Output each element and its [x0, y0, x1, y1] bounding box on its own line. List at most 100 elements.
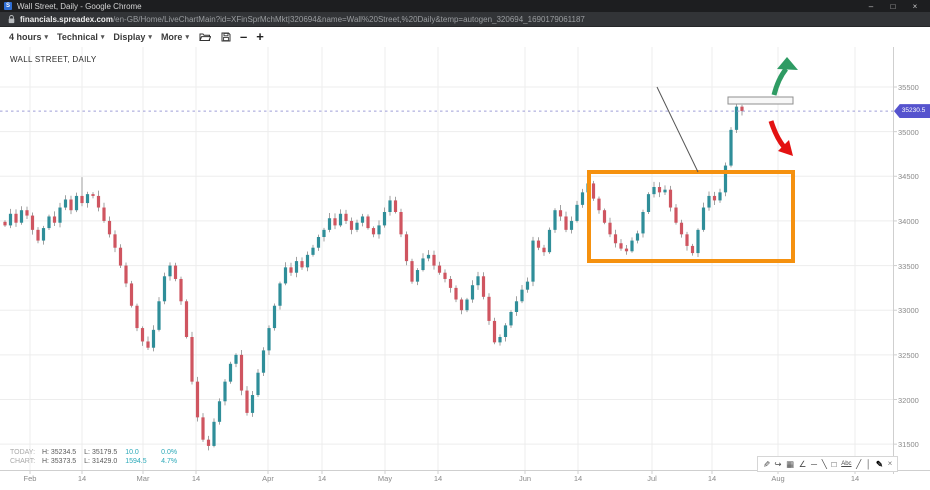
- chart-app-toolbar: 4 hours ▾ Technical ▾ Display ▾ More ▾ – +: [0, 27, 930, 47]
- y-axis-label: 33500: [898, 261, 919, 271]
- green-up-arrow[interactable]: [771, 67, 788, 96]
- candle-body: [624, 248, 629, 252]
- page-favicon: S: [4, 2, 12, 10]
- candle-body: [8, 213, 13, 226]
- fan-lines-tool-icon[interactable]: ∠: [798, 459, 807, 469]
- zoom-in-button[interactable]: +: [256, 29, 264, 44]
- candle-body: [388, 200, 392, 212]
- display-menu[interactable]: Display ▾: [113, 32, 152, 42]
- candle-body: [536, 240, 541, 248]
- chevron-down-icon: ▾: [100, 34, 105, 41]
- y-axis-label: 35500: [898, 83, 919, 92]
- delete-tool-icon[interactable]: ×: [887, 459, 893, 468]
- minimize-button[interactable]: –: [868, 1, 874, 11]
- chevron-down-icon: ▾: [185, 34, 189, 41]
- maximize-button[interactable]: □: [890, 1, 896, 11]
- pointer-tool-icon[interactable]: ✎: [761, 460, 772, 468]
- candle-body: [580, 192, 585, 205]
- candle-body: [355, 222, 359, 230]
- candle-body: [591, 183, 596, 199]
- candle-body: [250, 395, 255, 413]
- candle-body: [278, 283, 282, 306]
- x-axis-label: 14: [707, 474, 717, 483]
- candle-body: [14, 213, 18, 223]
- x-axis-label: 14: [573, 474, 583, 483]
- window-title: Wall Street, Daily - Google Chrome: [17, 1, 142, 11]
- candle-body: [608, 222, 612, 235]
- candle-body: [470, 285, 475, 300]
- candle-body: [492, 320, 497, 343]
- candle-body: [245, 390, 249, 413]
- candle-body: [399, 212, 403, 235]
- grid-tool-icon[interactable]: ▦: [786, 459, 795, 469]
- candle-body: [542, 247, 546, 253]
- red-down-arrow[interactable]: [768, 120, 786, 149]
- candle-body: [3, 221, 7, 226]
- chevron-down-icon: ▾: [148, 34, 152, 41]
- candle-body: [129, 283, 134, 306]
- resistance-box-annotation[interactable]: [727, 96, 794, 105]
- candle-body: [217, 401, 222, 422]
- candle-body: [184, 301, 189, 337]
- candle-body: [41, 228, 46, 241]
- window-titlebar: S Wall Street, Daily - Google Chrome – □…: [0, 0, 930, 12]
- candle-body: [701, 207, 706, 230]
- diagonal-line-tool-icon[interactable]: ╱: [856, 459, 862, 469]
- candle-body: [674, 207, 678, 223]
- candle-body: [146, 341, 150, 348]
- technical-menu[interactable]: Technical ▾: [57, 32, 105, 42]
- zoom-out-button[interactable]: –: [239, 29, 248, 44]
- candle-body: [349, 220, 354, 230]
- candle-body: [135, 305, 139, 329]
- candle-body: [723, 165, 728, 193]
- url-text[interactable]: financials.spreadex.com/en-GB/Home/LiveC…: [20, 15, 585, 24]
- candle-body: [729, 129, 733, 166]
- candle-body: [646, 194, 651, 212]
- text-tool-icon[interactable]: Abc: [841, 461, 852, 467]
- url-domain: financials.spreadex.com: [20, 14, 113, 24]
- vertical-line-tool-icon[interactable]: │: [865, 459, 872, 469]
- green-up-arrow-head[interactable]: [777, 57, 798, 70]
- candle-body: [465, 299, 469, 311]
- more-menu[interactable]: More ▾: [160, 32, 189, 42]
- timeframe-menu[interactable]: 4 hours ▾: [9, 32, 49, 42]
- browser-url-bar[interactable]: financials.spreadex.com/en-GB/Home/LiveC…: [0, 12, 930, 27]
- pencil-tool-icon[interactable]: ✎: [875, 459, 883, 469]
- candle-body: [410, 261, 414, 282]
- candle-body: [707, 195, 711, 208]
- open-chart-icon[interactable]: [199, 32, 211, 42]
- candle-body: [476, 276, 480, 286]
- candle-body: [597, 198, 601, 211]
- close-button[interactable]: ×: [912, 1, 918, 11]
- curve-tool-icon[interactable]: ↪: [774, 459, 782, 469]
- lock-icon[interactable]: [8, 14, 15, 24]
- candle-body: [514, 301, 519, 312]
- trendline-tool-icon[interactable]: ╲: [821, 459, 827, 469]
- candle-body: [668, 189, 673, 208]
- candle-body: [118, 247, 123, 266]
- save-chart-icon[interactable]: [221, 32, 231, 42]
- candle-body: [113, 234, 117, 248]
- red-down-arrow-head[interactable]: [778, 140, 793, 156]
- x-axis-label: 14: [191, 474, 201, 483]
- candle-body: [58, 207, 62, 223]
- candle-body: [525, 281, 530, 290]
- candle-body: [74, 195, 79, 211]
- candle-body: [459, 299, 464, 311]
- candle-body: [157, 301, 161, 330]
- candle-body: [712, 195, 717, 201]
- x-axis-label: Aug: [771, 474, 785, 483]
- y-axis-label: 35000: [898, 127, 919, 137]
- candle-body: [25, 210, 29, 216]
- rectangle-tool-icon[interactable]: □: [831, 459, 837, 469]
- candle-body: [360, 216, 365, 223]
- candle-body: [239, 354, 244, 391]
- candle-body: [564, 216, 568, 230]
- trendline-annotation[interactable]: [656, 86, 699, 173]
- candle-body: [124, 265, 128, 284]
- orange-box-annotation[interactable]: [587, 170, 795, 263]
- x-axis-label: Feb: [23, 474, 37, 483]
- horizontal-line-tool-icon[interactable]: ─: [811, 459, 818, 469]
